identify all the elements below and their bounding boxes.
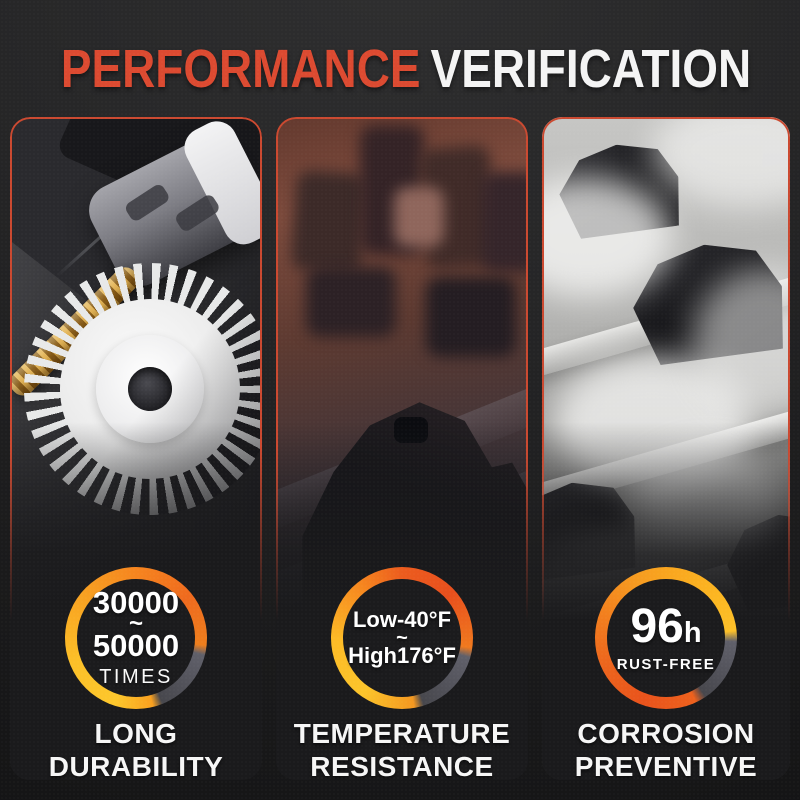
range-tilde: ~ xyxy=(128,610,143,638)
corrosion-gauge-text: 96 h RUST-FREE xyxy=(607,579,725,697)
temperature-gauge-ring: Low-40°F ~ High176°F xyxy=(331,567,473,709)
corrosion-gauge-ring: 96 h RUST-FREE xyxy=(595,567,737,709)
range-tilde: ~ xyxy=(396,626,408,649)
gauge-inner-circle xyxy=(607,579,725,697)
cycles-unit: TIMES xyxy=(99,665,173,688)
durability-gauge-text: 30000 ~ 50000 TIMES xyxy=(77,579,195,697)
cycles-min-value: 30000 xyxy=(92,585,180,621)
title-word-verification: VERIFICATION xyxy=(430,39,752,99)
page-title: PERFORMANCE VERIFICATION xyxy=(0,38,800,100)
page-title-text: PERFORMANCE VERIFICATION xyxy=(61,38,751,100)
temperature-low-value: Low-40°F xyxy=(352,607,452,633)
durability-label-line1: LONG xyxy=(94,718,178,749)
durability-panel: 30000 ~ 50000 TIMES LONG DURABILITY xyxy=(10,117,262,780)
temperature-gauge-text: Low-40°F ~ High176°F xyxy=(343,579,461,697)
corrosion-label-line2: PREVENTIVE xyxy=(574,751,758,780)
title-word-performance: PERFORMANCE xyxy=(60,39,421,99)
rust-free-hours-unit: h xyxy=(683,617,702,649)
rust-free-hours-value: 96 xyxy=(630,600,684,653)
temperature-label-line2: RESISTANCE xyxy=(310,751,494,780)
corrosion-label: CORROSION PREVENTIVE xyxy=(542,717,790,780)
temperature-panel: Low-40°F ~ High176°F TEMPERATURE RESISTA… xyxy=(276,117,528,780)
durability-label-line2: DURABILITY xyxy=(48,751,224,780)
cycles-max-value: 50000 xyxy=(92,627,180,663)
durability-label: LONG DURABILITY xyxy=(10,717,262,780)
corrosion-panel: 96 h RUST-FREE CORROSION PREVENTIVE xyxy=(542,117,790,780)
temperature-label-line1: TEMPERATURE xyxy=(293,718,511,749)
durability-gauge-ring: 30000 ~ 50000 TIMES xyxy=(65,567,207,709)
corrosion-label-line1: CORROSION xyxy=(577,718,755,749)
rust-free-caption: RUST-FREE xyxy=(616,656,716,673)
temperature-label: TEMPERATURE RESISTANCE xyxy=(276,717,528,780)
gauge-inner-circle xyxy=(77,579,195,697)
temperature-high-value: High176°F xyxy=(348,642,456,668)
gauge-inner-circle xyxy=(343,579,461,697)
rust-free-hours: 96 h xyxy=(630,603,701,651)
